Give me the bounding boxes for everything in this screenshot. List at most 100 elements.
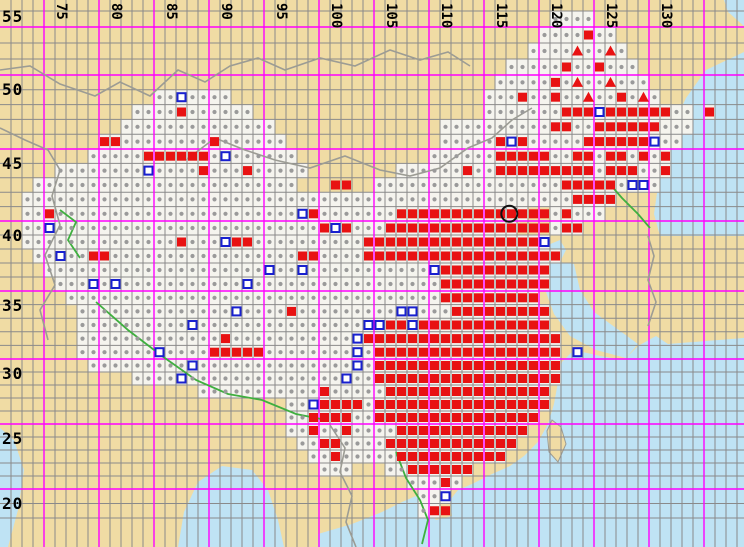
red-square-marker[interactable] bbox=[375, 400, 384, 409]
red-square-marker[interactable] bbox=[529, 361, 538, 370]
red-square-marker[interactable] bbox=[89, 251, 98, 261]
red-square-marker[interactable] bbox=[617, 107, 626, 117]
blue-square-marker[interactable] bbox=[242, 279, 253, 289]
triangle-marker[interactable] bbox=[605, 76, 616, 87]
red-square-marker[interactable] bbox=[430, 209, 439, 219]
red-square-marker[interactable] bbox=[452, 279, 461, 289]
red-square-marker[interactable] bbox=[617, 92, 626, 102]
red-square-marker[interactable] bbox=[518, 251, 527, 261]
red-square-marker[interactable] bbox=[496, 347, 505, 357]
red-square-marker[interactable] bbox=[507, 265, 516, 275]
red-square-marker[interactable] bbox=[441, 439, 450, 448]
red-square-marker[interactable] bbox=[331, 439, 340, 448]
red-square-marker[interactable] bbox=[397, 209, 406, 219]
red-square-marker[interactable] bbox=[397, 426, 406, 435]
red-square-marker[interactable] bbox=[529, 374, 538, 383]
blue-square-marker[interactable] bbox=[506, 136, 517, 147]
red-square-marker[interactable] bbox=[441, 387, 450, 396]
red-square-marker[interactable] bbox=[353, 400, 362, 409]
red-square-marker[interactable] bbox=[452, 413, 461, 422]
red-square-marker[interactable] bbox=[518, 413, 527, 422]
red-square-marker[interactable] bbox=[518, 374, 527, 383]
red-square-marker[interactable] bbox=[507, 426, 516, 435]
blue-square-marker[interactable] bbox=[330, 223, 341, 233]
red-square-marker[interactable] bbox=[518, 334, 527, 344]
red-square-marker[interactable] bbox=[529, 251, 538, 261]
red-square-marker[interactable] bbox=[177, 107, 186, 117]
red-square-marker[interactable] bbox=[551, 77, 560, 87]
red-square-marker[interactable] bbox=[485, 361, 494, 370]
blue-square-marker[interactable] bbox=[231, 306, 242, 317]
red-square-marker[interactable] bbox=[562, 122, 571, 132]
red-square-marker[interactable] bbox=[408, 400, 417, 409]
red-square-marker[interactable] bbox=[474, 439, 483, 448]
red-square-marker[interactable] bbox=[375, 251, 384, 261]
triangle-marker[interactable] bbox=[572, 45, 583, 56]
red-square-marker[interactable] bbox=[507, 251, 516, 261]
red-square-marker[interactable] bbox=[441, 320, 450, 330]
red-square-marker[interactable] bbox=[639, 107, 648, 117]
red-square-marker[interactable] bbox=[562, 209, 571, 219]
red-square-marker[interactable] bbox=[639, 137, 648, 147]
red-square-marker[interactable] bbox=[584, 151, 593, 161]
red-square-marker[interactable] bbox=[518, 426, 527, 435]
red-square-marker[interactable] bbox=[474, 426, 483, 435]
blue-square-marker[interactable] bbox=[44, 223, 55, 233]
blue-square-marker[interactable] bbox=[407, 306, 418, 317]
red-square-marker[interactable] bbox=[474, 209, 483, 219]
red-square-marker[interactable] bbox=[177, 151, 186, 161]
red-square-marker[interactable] bbox=[419, 334, 428, 344]
blue-square-marker[interactable] bbox=[176, 373, 187, 384]
red-square-marker[interactable] bbox=[397, 400, 406, 409]
red-square-marker[interactable] bbox=[584, 194, 593, 204]
red-square-marker[interactable] bbox=[397, 387, 406, 396]
red-square-marker[interactable] bbox=[518, 293, 527, 303]
red-square-marker[interactable] bbox=[628, 107, 637, 117]
highlight-ring[interactable] bbox=[500, 204, 519, 223]
red-square-marker[interactable] bbox=[507, 361, 516, 370]
red-square-marker[interactable] bbox=[529, 306, 538, 316]
red-square-marker[interactable] bbox=[452, 251, 461, 261]
red-square-marker[interactable] bbox=[397, 251, 406, 261]
red-square-marker[interactable] bbox=[661, 107, 670, 117]
red-square-marker[interactable] bbox=[452, 320, 461, 330]
red-square-marker[interactable] bbox=[474, 452, 483, 461]
red-square-marker[interactable] bbox=[452, 237, 461, 247]
red-square-marker[interactable] bbox=[397, 320, 406, 330]
red-square-marker[interactable] bbox=[540, 265, 549, 275]
red-square-marker[interactable] bbox=[529, 400, 538, 409]
red-square-marker[interactable] bbox=[496, 137, 505, 147]
red-square-marker[interactable] bbox=[441, 251, 450, 261]
red-square-marker[interactable] bbox=[529, 279, 538, 289]
red-square-marker[interactable] bbox=[507, 223, 516, 233]
red-square-marker[interactable] bbox=[606, 194, 615, 204]
red-square-marker[interactable] bbox=[551, 347, 560, 357]
red-square-marker[interactable] bbox=[584, 30, 593, 40]
red-square-marker[interactable] bbox=[452, 223, 461, 233]
red-square-marker[interactable] bbox=[485, 293, 494, 303]
red-square-marker[interactable] bbox=[650, 107, 659, 117]
red-square-marker[interactable] bbox=[518, 209, 527, 219]
red-square-marker[interactable] bbox=[496, 265, 505, 275]
red-square-marker[interactable] bbox=[408, 347, 417, 357]
red-square-marker[interactable] bbox=[441, 279, 450, 289]
red-square-marker[interactable] bbox=[562, 107, 571, 117]
red-square-marker[interactable] bbox=[540, 347, 549, 357]
red-square-marker[interactable] bbox=[507, 334, 516, 344]
red-square-marker[interactable] bbox=[342, 223, 351, 233]
red-square-marker[interactable] bbox=[518, 92, 527, 102]
red-square-marker[interactable] bbox=[463, 209, 472, 219]
red-square-marker[interactable] bbox=[408, 334, 417, 344]
red-square-marker[interactable] bbox=[441, 506, 450, 516]
red-square-marker[interactable] bbox=[408, 387, 417, 396]
blue-square-marker[interactable] bbox=[396, 306, 407, 317]
red-square-marker[interactable] bbox=[320, 413, 329, 422]
red-square-marker[interactable] bbox=[452, 400, 461, 409]
red-square-marker[interactable] bbox=[529, 265, 538, 275]
red-square-marker[interactable] bbox=[430, 465, 439, 474]
red-square-marker[interactable] bbox=[661, 151, 670, 161]
red-square-marker[interactable] bbox=[463, 166, 472, 176]
red-square-marker[interactable] bbox=[474, 251, 483, 261]
red-square-marker[interactable] bbox=[419, 347, 428, 357]
red-square-marker[interactable] bbox=[606, 137, 615, 147]
